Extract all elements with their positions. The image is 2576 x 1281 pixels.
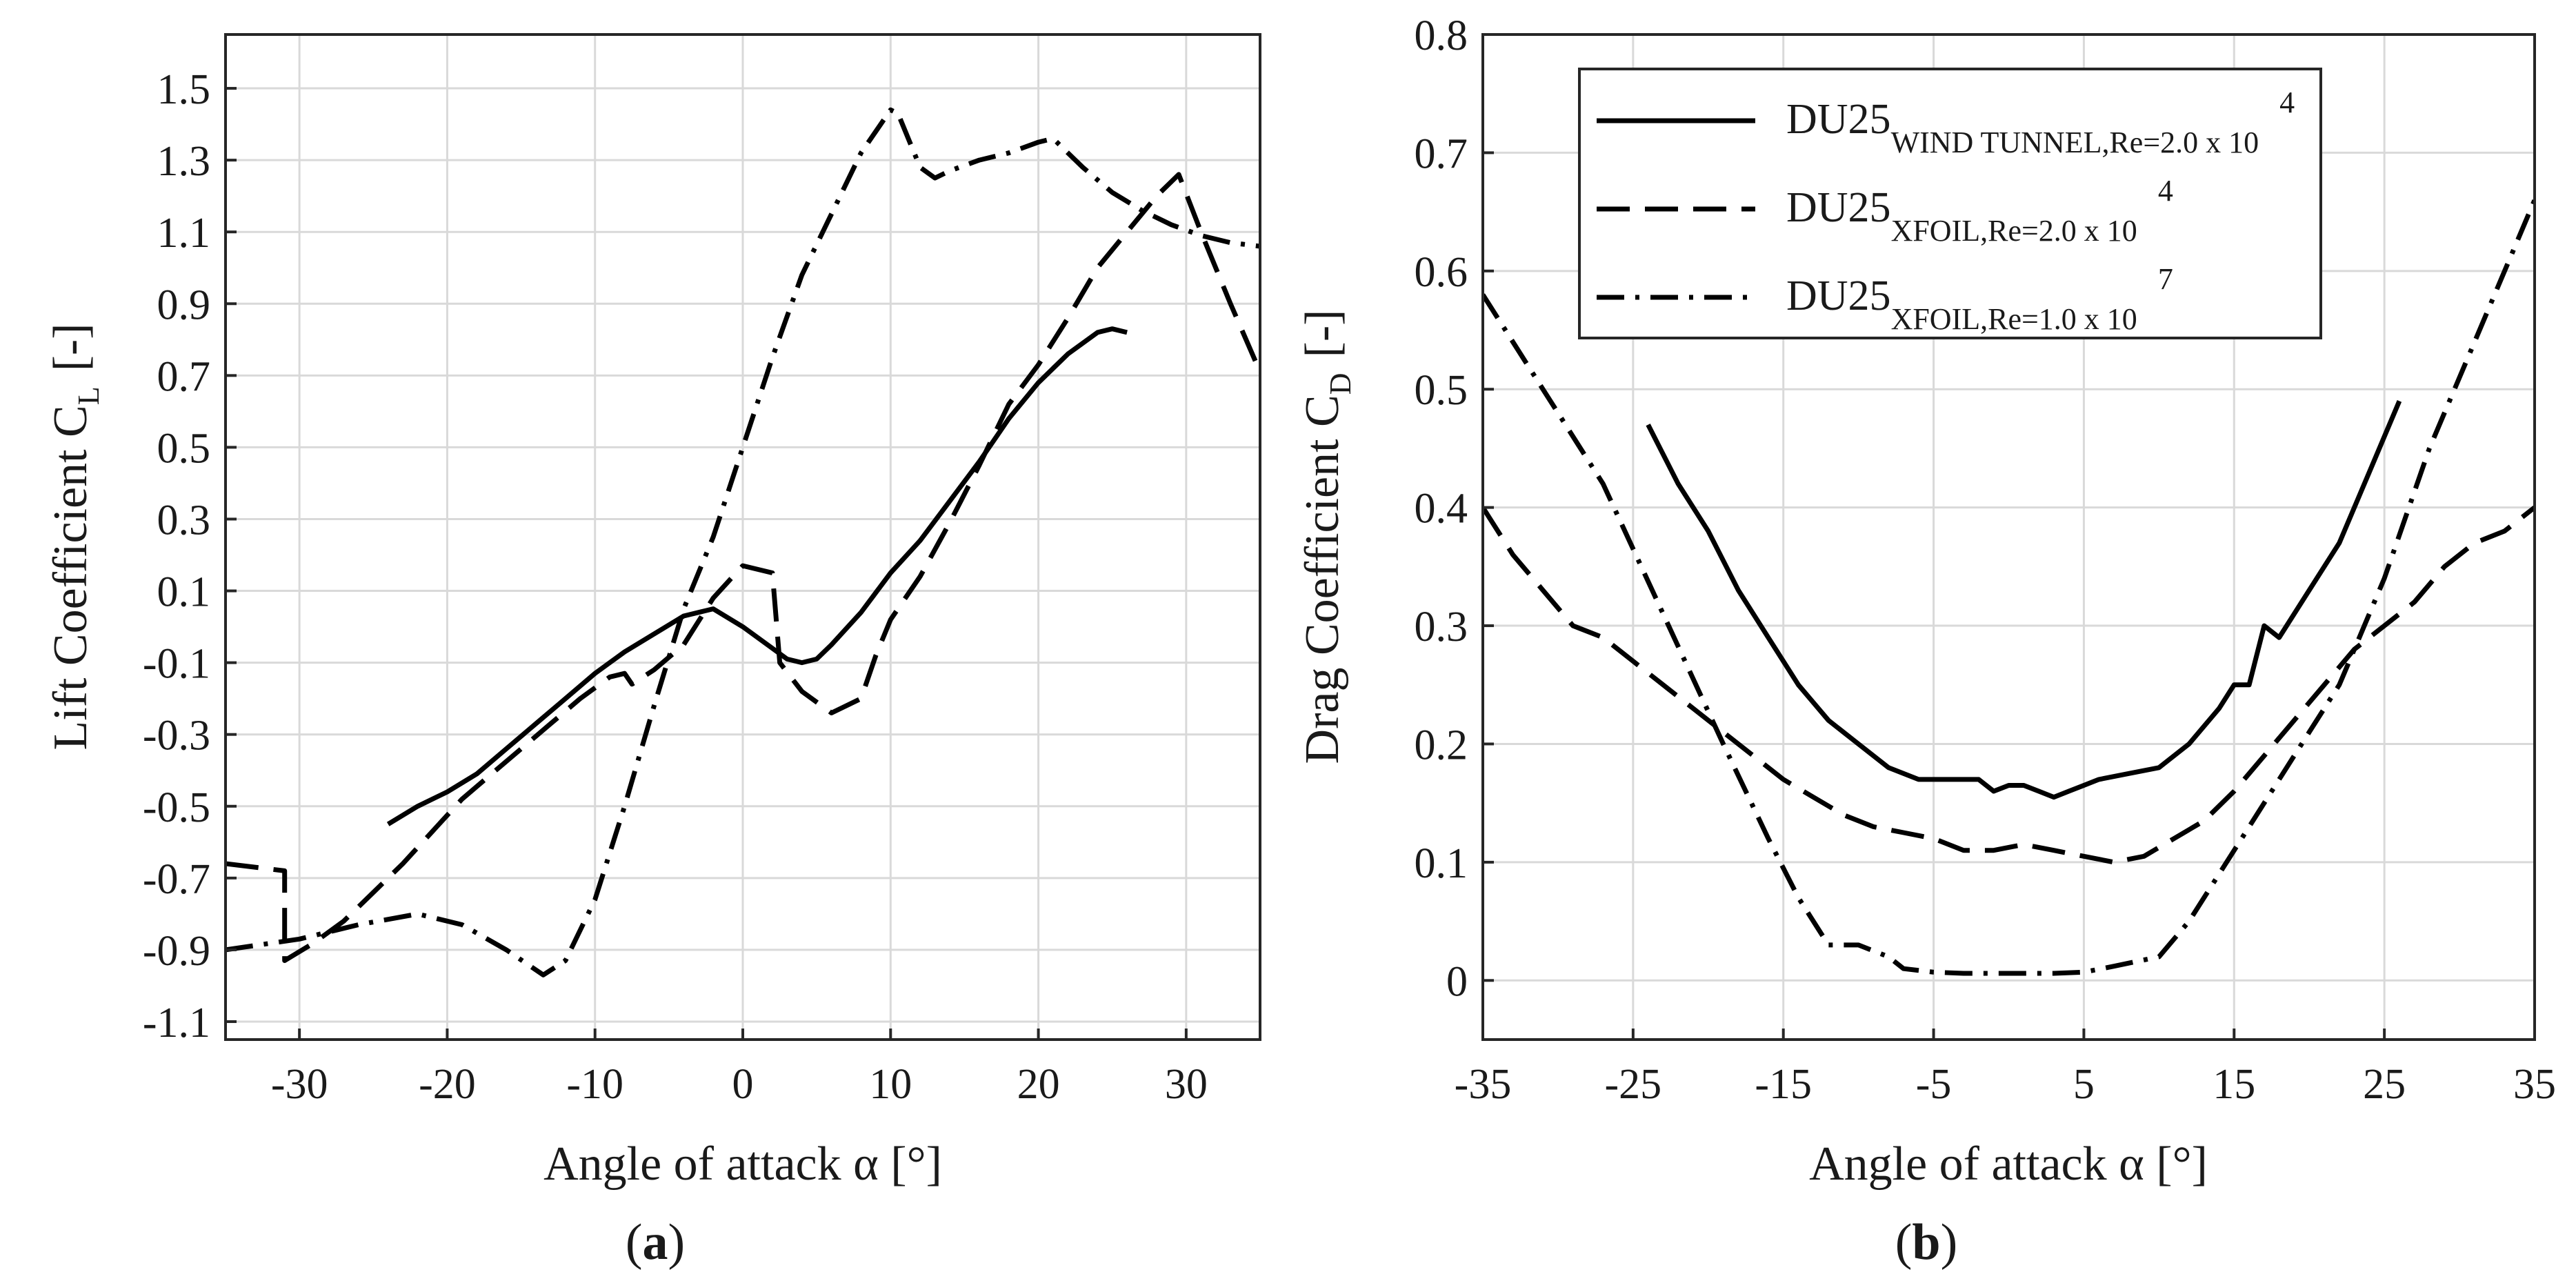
panel-a-y-tick-label: -0.5 [143, 784, 210, 831]
panel-b-axes-frame [1481, 33, 2536, 1041]
panel-b-x-tick-label: 35 [2513, 1061, 2556, 1108]
panel-b-y-tick-label: 0.3 [1415, 604, 1468, 651]
panel-b-y-axis-label: Drag Coefficient CD[-] [1296, 310, 1357, 764]
panel-a-y-tick-label: 1.3 [157, 138, 211, 185]
panel-a-y-tick-label: 0.3 [157, 497, 211, 544]
panel-a-x-axis-label: Angle of attack α [°] [543, 1138, 942, 1191]
panel-a-y-tick-label: 0.7 [157, 353, 211, 400]
panel-a-y-tick-label: -0.3 [143, 713, 210, 759]
panel-a-y-tick-label: 0.1 [157, 569, 211, 616]
panel-a-lift-chart: -30 -20 -10 0 10 20 30 -1.1 -0.9 -0.7 -0.5 -0.3 -0.1… [44, 33, 1261, 1271]
panel-b-y-tick-label: 0.6 [1415, 249, 1468, 296]
legend-box [1578, 68, 2322, 339]
panel-a-series-solid-line [386, 326, 1128, 826]
panel-b-series-group [1483, 199, 2535, 976]
panel-a-x-tick-label: -10 [566, 1061, 623, 1108]
panel-a-series-group [226, 107, 1260, 977]
panel-b-legend: DU25WIND TUNNEL,Re=2.0 x 104 DU25XFOIL,Re… [1578, 68, 2322, 339]
panel-a-y-tick-label: -0.9 [143, 928, 210, 975]
panel-b-x-tick-label: 25 [2363, 1061, 2406, 1108]
panel-a-x-tick-label: 0 [732, 1061, 754, 1108]
panel-a-x-tick-label: -20 [419, 1061, 476, 1108]
panel-a-label: (a) [626, 1214, 685, 1271]
panel-b-y-tick-label: 0.7 [1415, 130, 1468, 177]
panel-a-y-tick-label: 0.9 [157, 281, 211, 328]
panel-b-x-tick-label: 15 [2213, 1061, 2255, 1108]
panel-a-y-axis-label: Lift Coefficient CL[-] [44, 323, 106, 750]
panel-b-y-tick-label: 0.4 [1415, 486, 1468, 533]
panel-a-series-dashdot-line [226, 107, 1260, 977]
legend-entry-label: DU25WIND TUNNEL,Re=2.0 x 104 [1786, 86, 2295, 159]
panel-b-x-tick-label: -35 [1455, 1061, 1512, 1108]
panel-b-series-dashed-line [1483, 505, 2535, 865]
legend-entry-label: DU25XFOIL,Re=2.0 x 104 [1786, 174, 2173, 248]
panel-a-y-tick-label: -0.1 [143, 641, 210, 688]
panel-a-y-tick-label: -0.7 [143, 856, 210, 903]
panel-a-x-tick-label: 10 [869, 1061, 912, 1108]
panel-b-series-dashdot-line [1483, 199, 2535, 976]
panel-b-x-axis-label: Angle of attack α [°] [1809, 1138, 2208, 1191]
panel-b-series-solid-line [1646, 400, 2402, 800]
panel-b-y-tick-label: 0.8 [1415, 12, 1468, 59]
panel-a-tick-labels: -30 -20 -10 0 10 20 30 -1.1 -0.9 -0.7 -0.5 -0.3 -0.1… [143, 66, 1208, 1108]
panel-a-x-tick-label: 30 [1165, 1061, 1208, 1108]
panel-b-x-tick-label: -5 [1916, 1061, 1952, 1108]
panel-a-x-tick-label: -30 [271, 1061, 328, 1108]
panel-b-tick-labels: -35 -25 -15 -5 5 15 25 35 0 0.1 0.2 0.3 0.4 0.5 0.6 0.7… [1415, 12, 2557, 1108]
panel-b-y-tick-label: 0.5 [1415, 367, 1468, 414]
panel-a-y-tick-label: 0.5 [157, 425, 211, 472]
panel-b-x-tick-label: -15 [1755, 1061, 1812, 1108]
panel-b-x-tick-label: -25 [1605, 1061, 1662, 1108]
panel-a-y-tick-label: 1.1 [157, 210, 211, 257]
panel-a-y-tick-label: -1.1 [143, 1000, 210, 1046]
panel-a-y-tick-label: 1.5 [157, 66, 211, 113]
panel-b-drag-chart: -35 -25 -15 -5 5 15 25 35 0 0.1 0.2 0.3 0.4 0.5 0.6 0.7… [1296, 12, 2556, 1271]
panel-b-y-tick-label: 0.2 [1415, 722, 1468, 768]
panel-a-series-dashed-line [226, 172, 1260, 963]
panel-a-x-tick-label: 20 [1017, 1061, 1060, 1108]
panel-b-x-tick-label: 5 [2073, 1061, 2095, 1108]
panel-b-y-tick-label: 0 [1446, 958, 1468, 1005]
panel-b-label: (b) [1895, 1214, 1957, 1271]
panel-a-grid [226, 34, 1260, 1040]
panel-b-y-tick-label: 0.1 [1415, 840, 1468, 887]
legend-entry-label: DU25XFOIL,Re=1.0 x 107 [1786, 262, 2173, 336]
